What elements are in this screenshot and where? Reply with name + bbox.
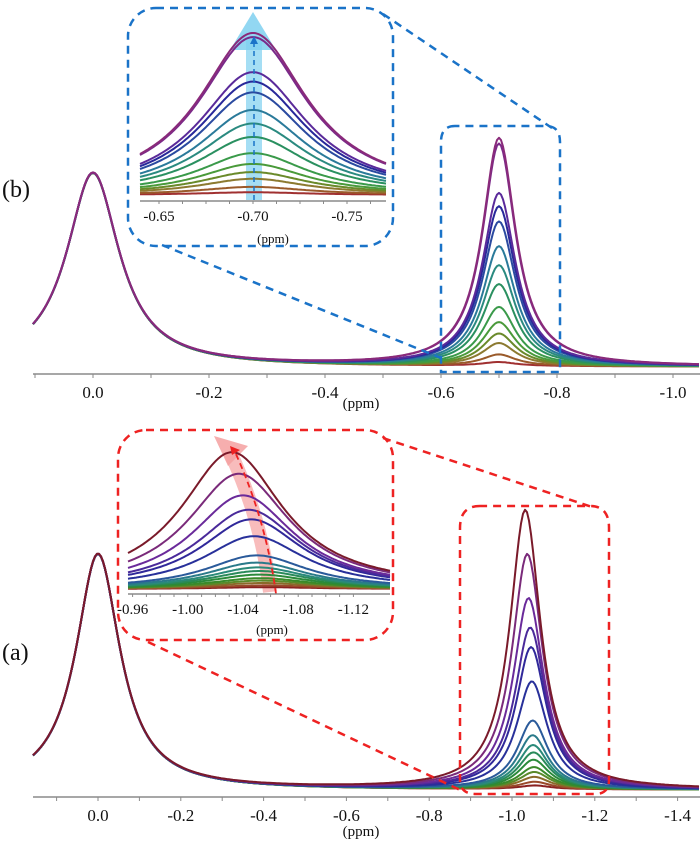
panel-a-inset-x-axis-title: (ppm) (256, 622, 288, 637)
inset-spectrum-line (127, 451, 391, 572)
x-tick-label: 0.0 (87, 806, 108, 825)
x-tick-label: -1.0 (660, 383, 687, 402)
inset-spectrum-line (139, 136, 387, 185)
panel-a-trend-dashed-line (234, 451, 277, 595)
inset-x-tick-label: -1.08 (283, 602, 314, 618)
inset-spectrum-line (139, 171, 387, 192)
x-tick-label: -1.0 (499, 806, 526, 825)
panel-b-x-axis-title: (ppm) (343, 396, 380, 412)
inset-spectrum-line (127, 535, 391, 581)
panel-b-inset-spectra (139, 32, 387, 196)
panel-a-trend-arrow-head (214, 436, 248, 466)
inset-spectrum-line (139, 109, 387, 180)
panel-a-trend-arrow-icon (230, 446, 240, 455)
panel-b-connector-top (382, 12, 553, 130)
x-tick-label: -0.6 (428, 383, 455, 402)
inset-spectrum-line (127, 508, 391, 578)
panel-a-inset: -0.96 -1.00 -1.04 -1.08 -1.12 (ppm) (117, 436, 391, 637)
panel-a-zoom-box (458, 504, 611, 796)
inset-spectrum-line (127, 561, 391, 586)
panel-b-connector-bottom (161, 243, 442, 360)
inset-x-tick-label: -0.96 (117, 602, 149, 618)
inset-spectrum-line (139, 36, 387, 165)
x-tick-label: -1.2 (581, 806, 608, 825)
x-tick-label: -0.2 (196, 383, 223, 402)
panel-b-zoom-annotation (126, 6, 562, 374)
panel-a-x-axis-title: (ppm) (343, 824, 380, 840)
panel-b-inset-x-axis-title: (ppm) (257, 231, 289, 246)
panel-b-trend-arrow-icon (250, 36, 258, 44)
inset-x-tick-label: -0.75 (331, 209, 362, 225)
spectrum-line (32, 171, 700, 367)
inset-spectrum-line (139, 80, 387, 174)
inset-spectrum-line (139, 32, 387, 165)
spectrum-line (32, 172, 699, 368)
inset-spectrum-line (139, 177, 387, 193)
spectrum-line (32, 508, 700, 788)
panel-b-spectra (32, 136, 700, 368)
inset-x-tick-label: -0.70 (237, 209, 268, 225)
inset-x-tick-label: -1.04 (227, 602, 259, 618)
x-tick-label: -1.4 (664, 806, 691, 825)
inset-x-tick-label: -1.12 (338, 602, 369, 618)
inset-x-tick-label: -1.00 (172, 602, 203, 618)
panel-b-inset-ticks: -0.65 -0.70 -0.75 (143, 201, 371, 225)
inset-spectrum-line (140, 185, 386, 195)
inset-spectrum-line (140, 191, 386, 196)
panel-a-label: (a) (2, 640, 29, 666)
inset-spectrum-line (127, 577, 391, 589)
x-tick-label: 0.0 (82, 383, 103, 402)
x-tick-label: -0.4 (312, 383, 339, 402)
panel-b-trend-arrow-head (230, 12, 276, 50)
inset-spectrum-line (127, 570, 391, 587)
inset-spectrum-line (139, 163, 387, 190)
x-tick-label: -0.8 (416, 806, 443, 825)
x-tick-label: -0.4 (250, 806, 277, 825)
x-tick-label: -0.8 (544, 383, 571, 402)
panel-a-spectra (32, 508, 700, 791)
x-tick-label: -0.6 (333, 806, 360, 825)
panel-b-label: (b) (2, 177, 30, 203)
panel-a-inset-spectra (127, 451, 391, 590)
spectrum-line (32, 171, 699, 368)
inset-spectrum-line (139, 152, 387, 188)
panel-a-ticks: 0.0 -0.2 -0.4 -0.6 -0.8 -1.0 -1.2 -1.4 (56, 797, 692, 825)
spectrum-line (32, 171, 699, 367)
inset-spectrum-line (139, 122, 387, 182)
inset-x-tick-label: -0.65 (143, 209, 174, 225)
spectrum-line (32, 136, 699, 366)
inset-spectrum-line (139, 71, 387, 172)
inset-spectrum-line (139, 91, 387, 176)
inset-spectrum-line (127, 518, 391, 579)
panel-a-connector-top (382, 436, 596, 510)
panel-b-inset-frame (126, 6, 395, 248)
inset-spectrum-line (127, 566, 391, 587)
inset-spectrum-line (127, 494, 391, 576)
inset-spectrum-line (127, 573, 390, 588)
panel-b: (b) 0.0 -0.2 -0.4 -0.6 -0.8 -1.0 (ppm) -0.65-… (2, 6, 700, 412)
panel-a: (a) 0.0 -0.2 -0.4 -0.6 -0.8 -1.0 -1.2 -1.4 (ppm… (2, 428, 700, 840)
panel-a-inset-ticks: -0.96 -1.00 -1.04 -1.08 -1.12 (117, 594, 369, 618)
panel-b-inset: -0.65 -0.70 -0.75 (ppm) (139, 12, 387, 246)
x-tick-label: -0.2 (167, 806, 194, 825)
inset-spectrum-line (127, 472, 391, 574)
panel-b-ticks: 0.0 -0.2 -0.4 -0.6 -0.8 -1.0 (34, 374, 687, 402)
spectrum-line (32, 172, 699, 368)
inset-spectrum-line (127, 554, 391, 584)
panel-a-connector-bottom (147, 640, 461, 792)
panel-a-inset-frame (116, 428, 395, 642)
panel-a-zoom-annotation (116, 428, 611, 796)
spectrum-line (32, 171, 699, 368)
